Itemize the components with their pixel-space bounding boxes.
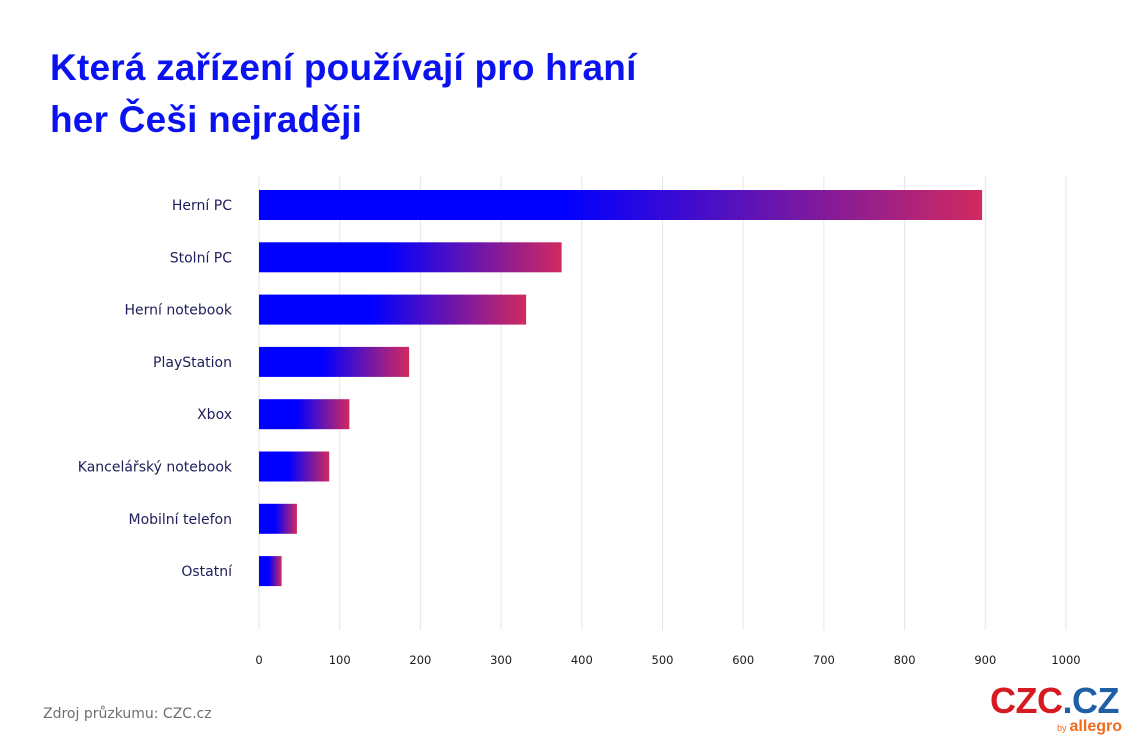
- bar-stolni-pc: [259, 242, 562, 273]
- logo-subline: by allegro: [1057, 718, 1122, 736]
- x-tick-label: 100: [329, 653, 351, 667]
- grid-lines: [258, 176, 1067, 630]
- bar-playstation: [259, 346, 410, 377]
- title-line-2: her Češi nejraději: [50, 99, 363, 140]
- x-tick-label: 900: [974, 653, 996, 667]
- x-tick-label: 700: [813, 653, 835, 667]
- x-tick-label: 200: [409, 653, 431, 667]
- x-tick-label: 1000: [1051, 653, 1080, 667]
- bar-kancelarsky-notebook: [259, 451, 330, 482]
- category-label: Herní PC: [172, 198, 232, 214]
- category-label: Kancelářský notebook: [78, 460, 233, 476]
- bars: [259, 190, 983, 587]
- bar-xbox: [259, 399, 350, 430]
- title-line-1: Která zařízení používají pro hraní: [50, 47, 637, 88]
- bar-herni-pc: [259, 190, 983, 220]
- x-tick-label: 600: [732, 653, 754, 667]
- x-tick-label: 500: [652, 653, 674, 667]
- category-label: Xbox: [197, 407, 232, 423]
- logo-by: by: [1057, 723, 1067, 733]
- category-labels: Herní PC Stolní PC Herní notebook PlayStati…: [78, 198, 233, 580]
- category-label: Ostatní: [181, 564, 233, 580]
- bar-mobilni-telefon: [259, 503, 297, 534]
- logo-dot: .: [1062, 680, 1073, 721]
- x-tick-label: 400: [571, 653, 593, 667]
- x-axis-ticks: 0 100 200 300 400 500 600 700 800 900 1000: [255, 653, 1080, 667]
- logo-cz: CZ: [1072, 680, 1120, 721]
- logo-czc: CZC: [990, 680, 1063, 721]
- x-tick-label: 800: [894, 653, 916, 667]
- category-label: Mobilní telefon: [129, 512, 233, 528]
- x-tick-label: 0: [255, 653, 262, 667]
- bar-ostatni: [259, 556, 282, 587]
- source-note: Zdroj průzkumu: CZC.cz: [43, 706, 212, 722]
- category-label: PlayStation: [153, 355, 232, 371]
- logo-allegro: allegro: [1069, 718, 1122, 735]
- czc-allegro-logo: CZC.CZ by allegro: [990, 682, 1126, 742]
- category-label: Stolní PC: [170, 250, 232, 266]
- logo-wordmark: CZC.CZ: [990, 680, 1120, 721]
- chart-title: Která zařízení používají pro hraní her Č…: [50, 42, 637, 146]
- x-tick-label: 300: [490, 653, 512, 667]
- bar-herni-notebook: [259, 294, 527, 325]
- category-label: Herní notebook: [124, 303, 232, 319]
